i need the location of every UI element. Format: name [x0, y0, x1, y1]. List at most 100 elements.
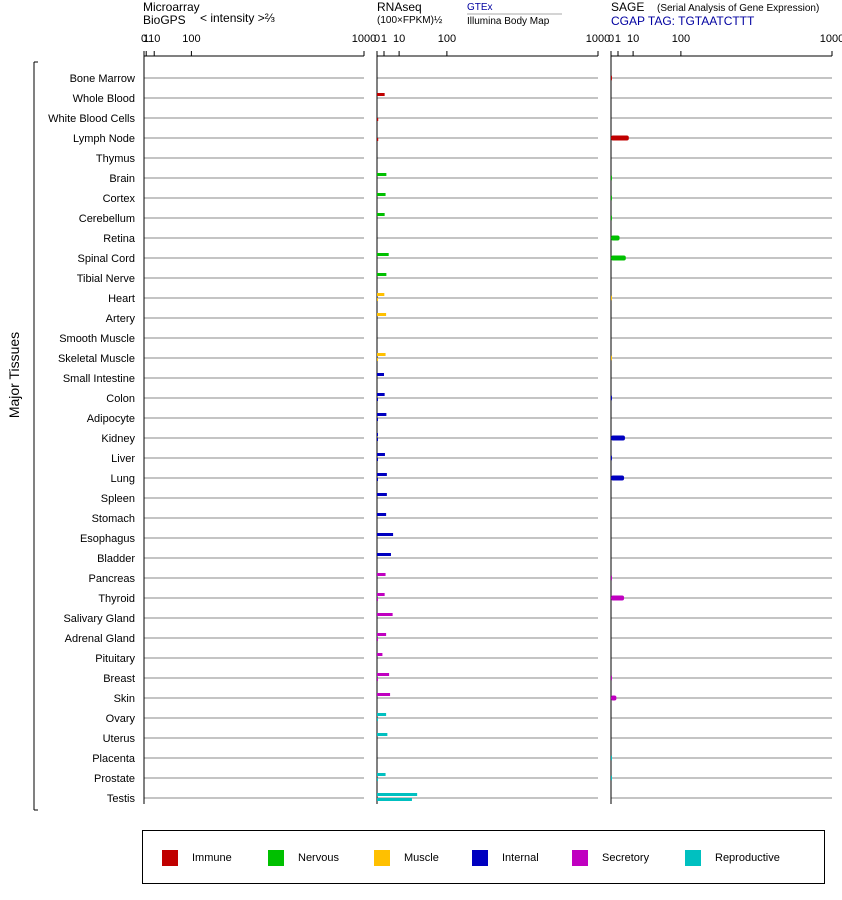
tissue-label: Lung: [111, 473, 135, 485]
rnaseq-unit: (100×FPKM)½: [377, 15, 443, 26]
x-tick-label: 1: [143, 33, 149, 45]
sage-bar: [611, 235, 620, 241]
legend-swatch-reproductive: [685, 850, 701, 866]
rnaseq-gtex-bar: [377, 473, 387, 476]
tissue-label: Kidney: [101, 433, 135, 445]
tissue-label: Pituitary: [95, 653, 135, 665]
microarray-intensity-label: < intensity >⅔: [200, 11, 275, 25]
illumina-body-map-link[interactable]: Illumina Body Map: [467, 16, 550, 27]
tissue-label: Small Intestine: [63, 373, 135, 385]
tissue-label: Cerebellum: [79, 213, 135, 225]
microarray-title: Microarray: [143, 0, 200, 14]
tissue-label: Cortex: [103, 193, 136, 205]
rnaseq-illumina-bar: [377, 638, 378, 641]
rnaseq-gtex-bar: [377, 353, 386, 356]
rnaseq-illumina-bar: [377, 118, 379, 121]
x-tick-label: 10: [393, 33, 405, 45]
rnaseq-gtex-bar: [377, 773, 386, 776]
sage-bar: [611, 435, 625, 441]
legend-label: Nervous: [298, 852, 339, 864]
legend-swatch-nervous: [268, 850, 284, 866]
rnaseq-illumina-bar: [377, 458, 378, 461]
x-tick-label: 1000: [352, 33, 376, 45]
sage-bar: [611, 215, 612, 221]
rnaseq-illumina-bar: [377, 678, 378, 681]
tissue-label: Tibial Nerve: [77, 273, 135, 285]
x-tick-label: 10: [148, 33, 160, 45]
x-tick-label: 100: [182, 33, 200, 45]
rnaseq-title: RNAseq: [377, 0, 422, 14]
rnaseq-illumina-bar: [377, 138, 379, 141]
rnaseq-gtex-bar: [377, 273, 387, 276]
sage-bar: [611, 755, 612, 761]
tissue-label: Breast: [103, 673, 135, 685]
gtex-link[interactable]: GTEx: [467, 2, 493, 13]
x-tick-label: 1: [381, 33, 387, 45]
tissue-label: Testis: [107, 793, 136, 805]
sage-bar: [611, 595, 625, 601]
legend-swatch-internal: [472, 850, 488, 866]
tissue-label: White Blood Cells: [48, 113, 135, 125]
tissue-label: Pancreas: [89, 573, 136, 585]
rnaseq-gtex-bar: [377, 553, 391, 556]
x-tick-label: 0: [374, 33, 380, 45]
tissue-label: Brain: [109, 173, 135, 185]
rnaseq-gtex-bar: [377, 313, 387, 316]
tissue-label: Smooth Muscle: [59, 333, 135, 345]
x-tick-label: 0: [141, 33, 147, 45]
legend-item-internal: Internal: [472, 850, 539, 866]
legend-label: Secretory: [602, 852, 650, 864]
rnaseq-illumina-bar: [377, 398, 378, 401]
tissue-label: Placenta: [92, 753, 136, 765]
rnaseq-gtex-bar: [377, 293, 385, 296]
sage-bar: [611, 75, 612, 81]
rnaseq-gtex-bar: [377, 673, 390, 676]
tissue-label: Esophagus: [80, 533, 136, 545]
legend: Immune Nervous Muscle Internal Secretory…: [142, 830, 825, 884]
rnaseq-gtex-bar: [377, 253, 389, 256]
legend-item-reproductive: Reproductive: [685, 850, 780, 866]
legend-swatch-muscle: [374, 850, 390, 866]
rnaseq-gtex-bar: [377, 373, 384, 376]
tissue-label: Adrenal Gland: [65, 633, 135, 645]
sage-bar: [611, 135, 629, 141]
legend-swatch-immune: [162, 850, 178, 866]
sage-bar: [611, 675, 612, 681]
sage-bar: [611, 455, 612, 461]
rnaseq-gtex-bar: [377, 173, 387, 176]
rnaseq-gtex-bar: [377, 213, 385, 216]
sage-bar: [611, 395, 612, 401]
tissue-label: Thyroid: [98, 593, 135, 605]
sage-bar: [611, 775, 612, 781]
tissue-label: Prostate: [94, 773, 135, 785]
rnaseq-gtex-bar: [377, 533, 394, 536]
sage-subtitle: (Serial Analysis of Gene Expression): [657, 3, 820, 14]
microarray-source: BioGPS: [143, 13, 186, 27]
y-axis-label: Major Tissues: [6, 332, 22, 418]
legend-item-nervous: Nervous: [268, 850, 339, 866]
tissue-label: Adipocyte: [87, 413, 135, 425]
rnaseq-illumina-bar: [377, 418, 378, 421]
rnaseq-illumina-bar: [377, 438, 378, 441]
tissue-label: Bone Marrow: [70, 73, 135, 85]
tissue-label: Uterus: [103, 733, 136, 745]
tissue-label: Whole Blood: [73, 93, 135, 105]
rnaseq-gtex-bar: [377, 713, 387, 716]
tissue-label: Liver: [111, 453, 135, 465]
legend-item-muscle: Muscle: [374, 850, 439, 866]
x-tick-label: 100: [672, 33, 690, 45]
sage-bar: [611, 475, 625, 481]
rnaseq-illumina-bar: [377, 298, 378, 301]
rnaseq-gtex-bar: [377, 93, 385, 96]
rnaseq-gtex-bar: [377, 433, 378, 436]
rnaseq-illumina-bar: [377, 358, 378, 361]
tissue-label: Spleen: [101, 493, 135, 505]
legend-label: Reproductive: [715, 852, 780, 864]
legend-label: Muscle: [404, 852, 439, 864]
rnaseq-gtex-bar: [377, 513, 387, 516]
tissue-label: Artery: [106, 313, 136, 325]
rnaseq-gtex-bar: [377, 613, 393, 616]
rnaseq-gtex-bar: [377, 653, 383, 656]
rnaseq-gtex-bar: [377, 693, 391, 696]
